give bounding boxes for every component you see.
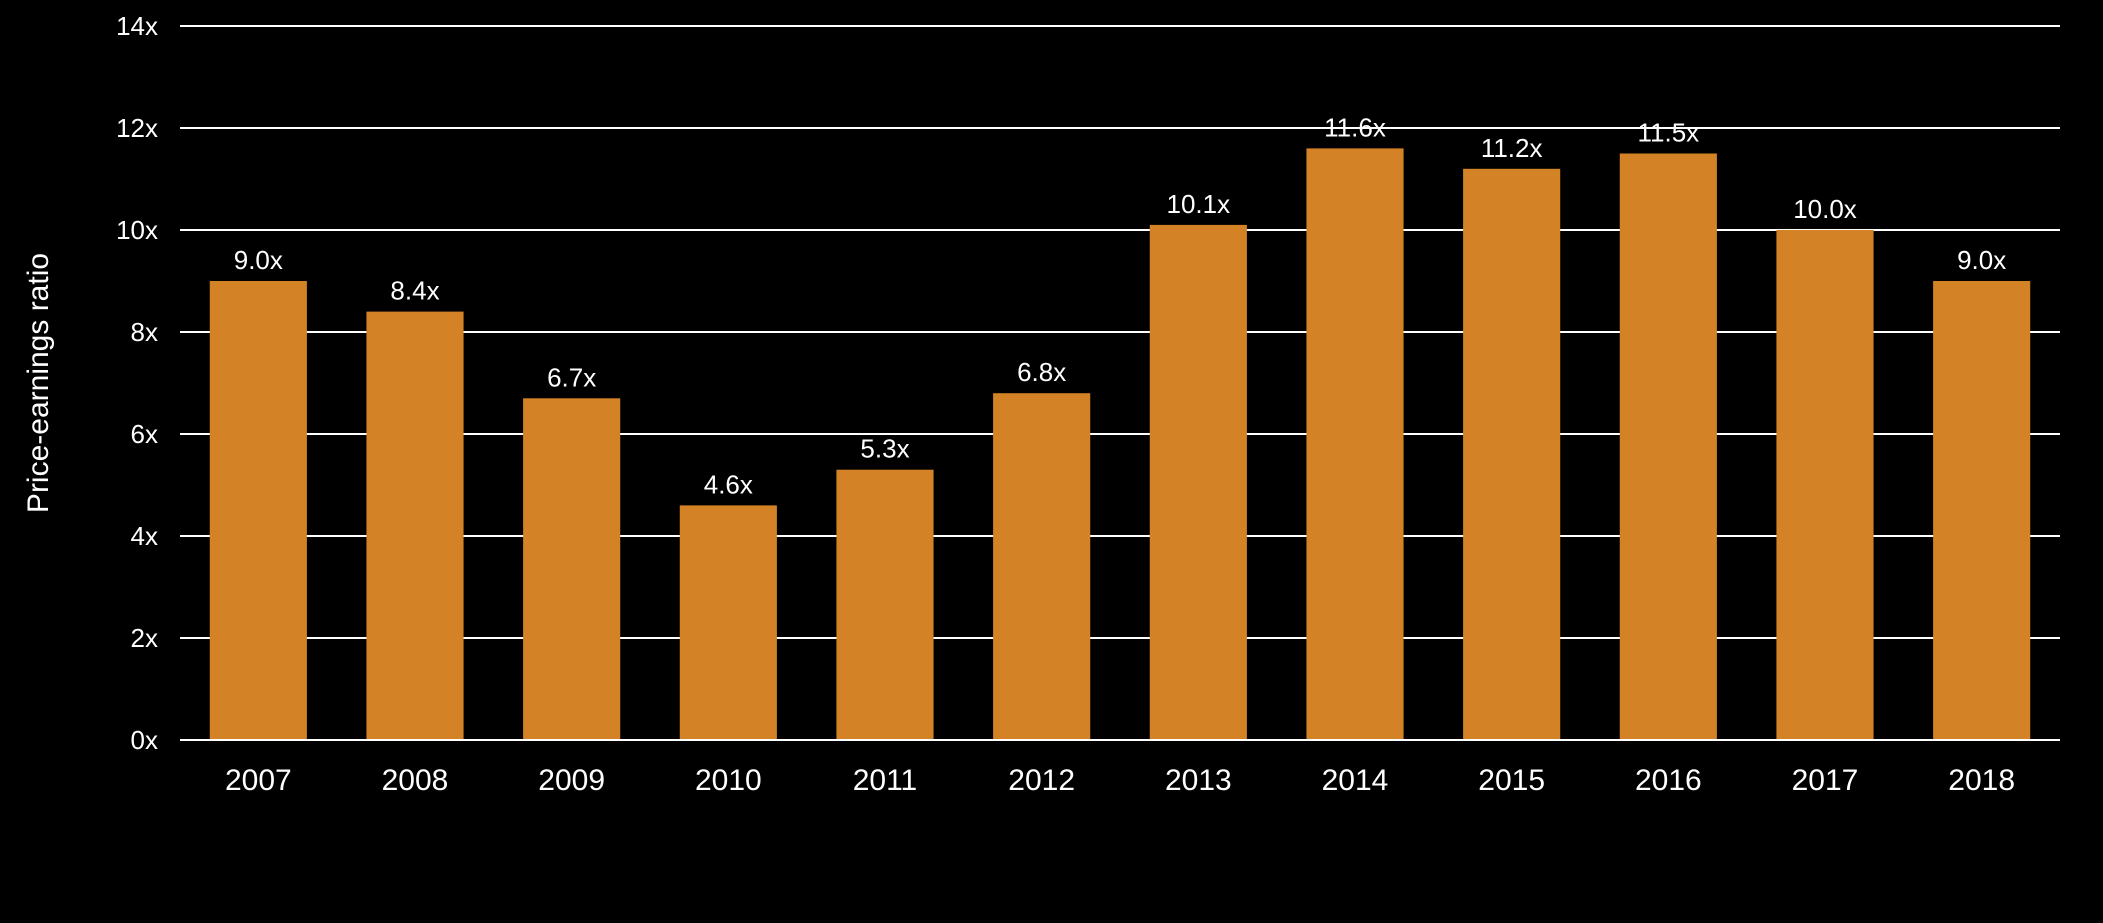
bar [993, 393, 1090, 740]
bar-value-label: 5.3x [860, 434, 909, 464]
x-tick-label: 2015 [1478, 764, 1545, 797]
bar-value-label: 6.8x [1017, 357, 1066, 387]
y-axis-title: Price-earnings ratio [22, 253, 55, 513]
bar [1620, 154, 1717, 741]
bar [1463, 169, 1560, 740]
x-tick-label: 2016 [1635, 764, 1702, 797]
bar [523, 398, 620, 740]
bar [1150, 225, 1247, 740]
bar-value-label: 4.6x [704, 469, 753, 499]
bar [680, 505, 777, 740]
bar [1306, 148, 1403, 740]
x-tick-label: 2011 [853, 764, 918, 797]
y-tick-label: 2x [131, 623, 158, 653]
bar-value-label: 10.1x [1167, 189, 1231, 219]
x-tick-label: 2017 [1792, 764, 1859, 797]
bar [1933, 281, 2030, 740]
bar-value-label: 11.2x [1481, 133, 1543, 163]
bar [836, 470, 933, 740]
pe-ratio-bar-chart: 0x 2x 4x 6x 8x 10x 12x 14x Price-earnings ratio 9… [0, 0, 2103, 923]
chart-svg: 0x 2x 4x 6x 8x 10x 12x 14x Price-earnings ratio 9… [0, 0, 2103, 923]
x-tick-label: 2018 [1948, 764, 2015, 797]
x-tick-label: 2008 [382, 764, 449, 797]
y-tick-label: 12x [116, 113, 158, 143]
x-tick-label: 2014 [1322, 764, 1389, 797]
x-tick-label: 2007 [225, 764, 292, 797]
x-tick-label: 2010 [695, 764, 762, 797]
bar [210, 281, 307, 740]
y-tick-label: 0x [131, 725, 158, 755]
y-tick-label: 14x [116, 11, 158, 41]
bar-value-label: 9.0x [1957, 245, 2006, 275]
y-tick-label: 4x [131, 521, 158, 551]
bar-value-label: 9.0x [234, 245, 283, 275]
bar-value-label: 11.6x [1324, 112, 1386, 142]
y-tick-label: 10x [116, 215, 158, 245]
y-tick-label: 8x [131, 317, 158, 347]
bar [1776, 230, 1873, 740]
bar [366, 312, 463, 740]
x-tick-label: 2013 [1165, 764, 1232, 797]
bar-value-label: 6.7x [547, 362, 596, 392]
x-tick-label: 2009 [538, 764, 605, 797]
x-tick-label: 2012 [1008, 764, 1075, 797]
y-tick-label: 6x [131, 419, 158, 449]
bar-value-label: 11.5x [1637, 118, 1699, 148]
bar-value-label: 10.0x [1793, 194, 1857, 224]
bar-value-label: 8.4x [390, 276, 439, 306]
